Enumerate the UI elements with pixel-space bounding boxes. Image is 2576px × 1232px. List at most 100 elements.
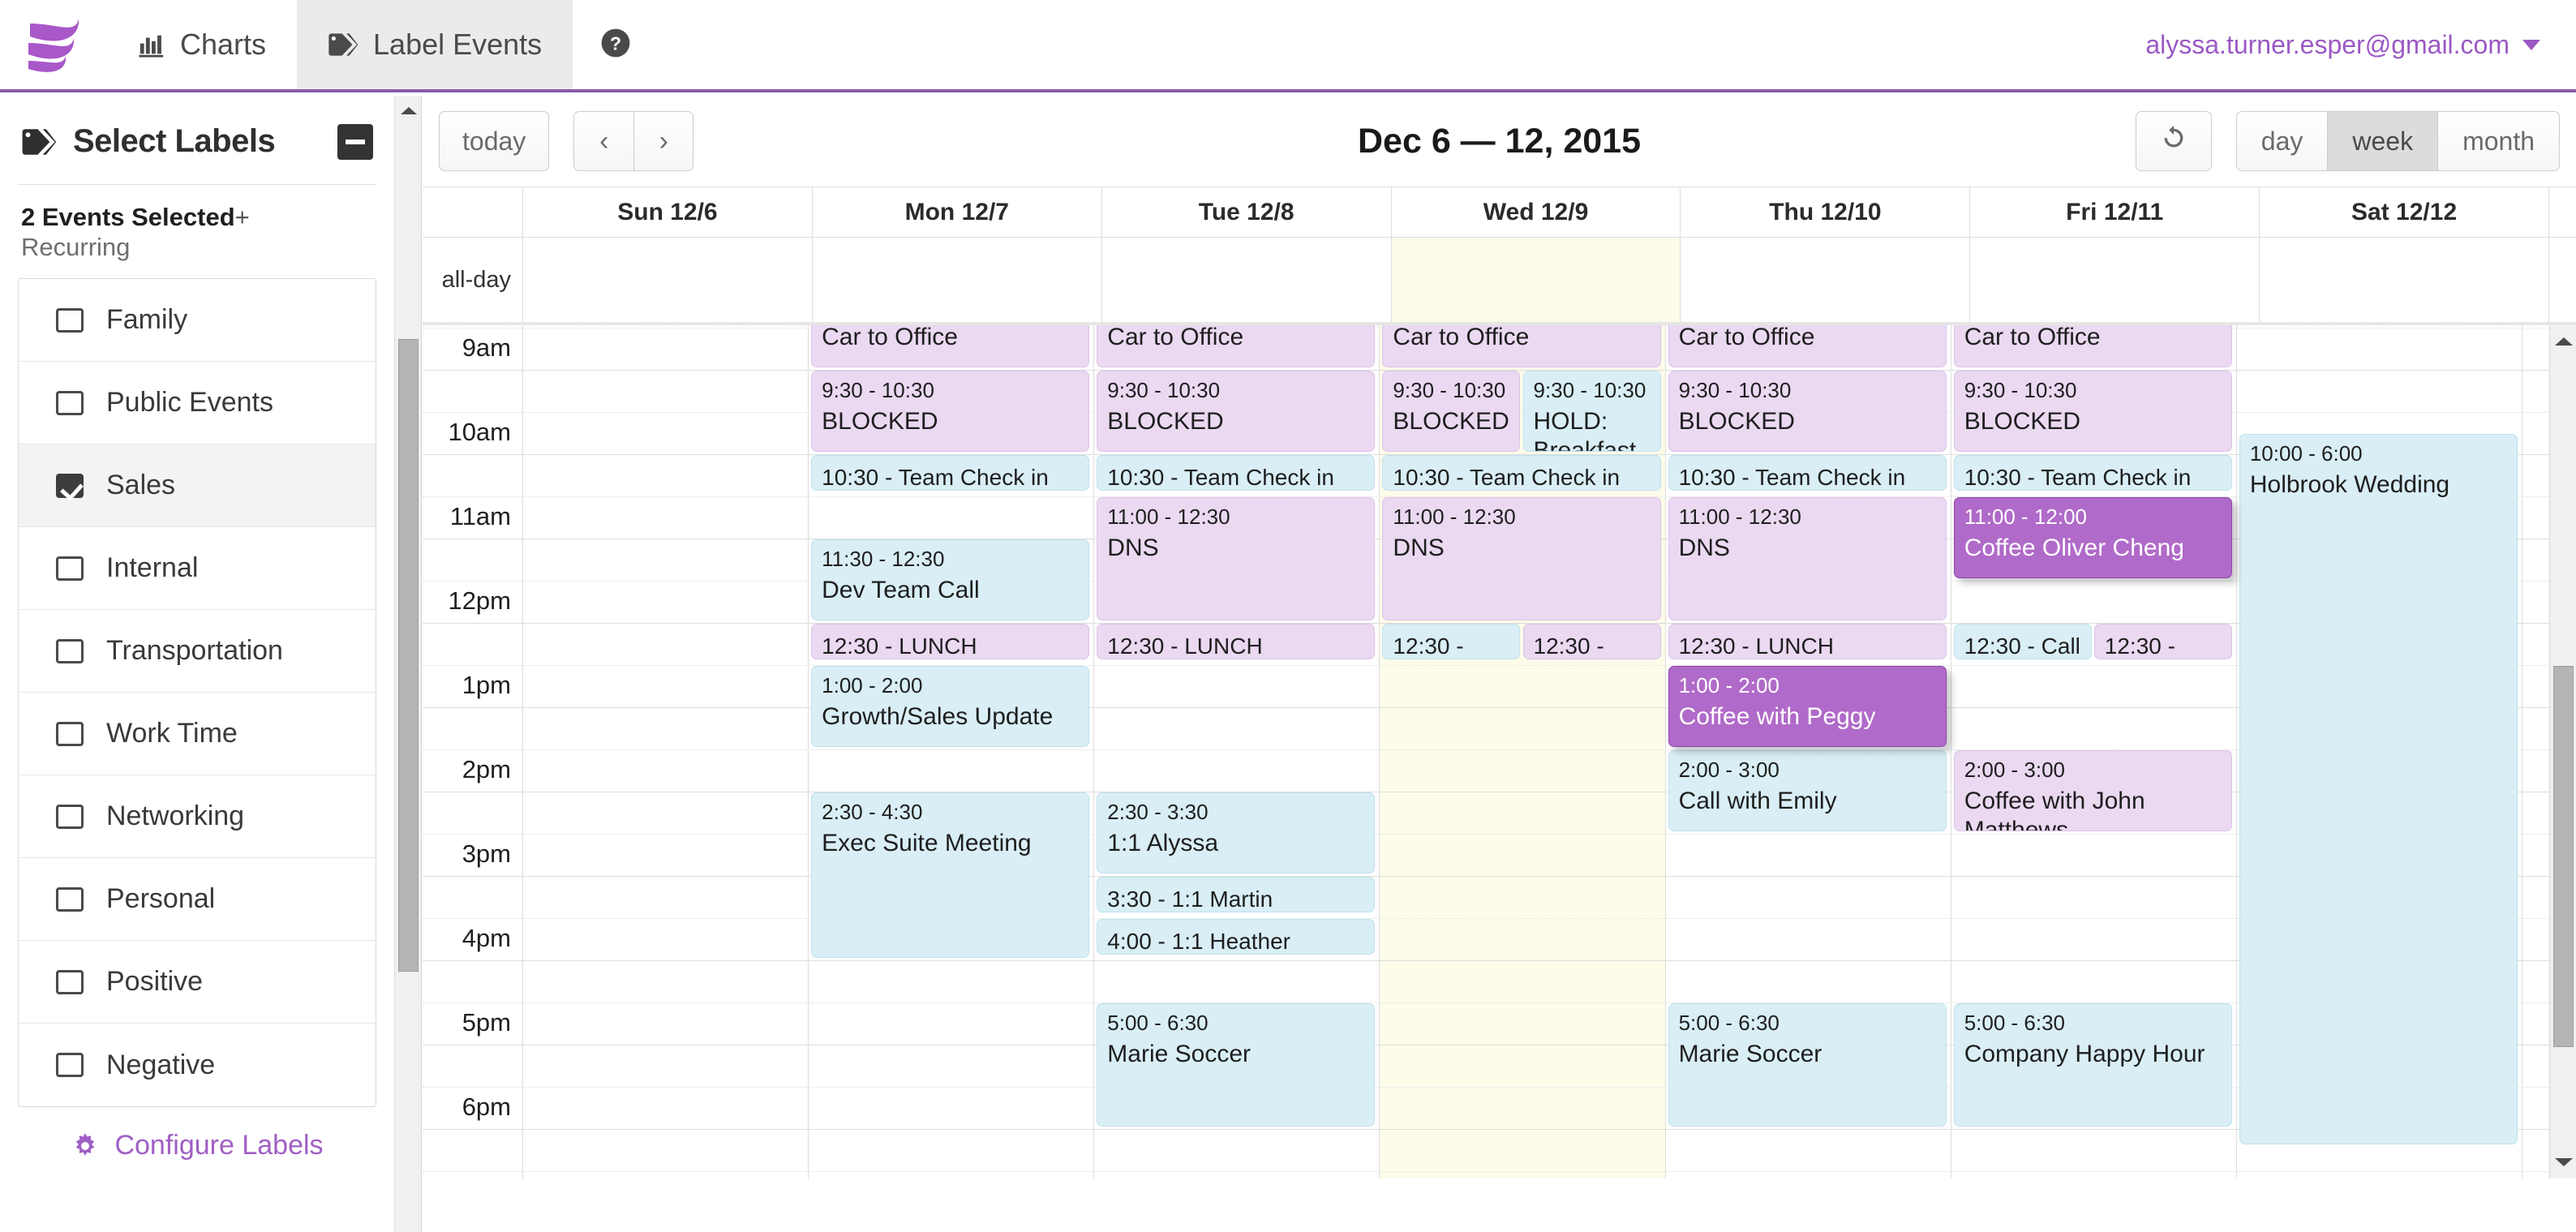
calendar-event[interactable]: 8:30 - 9:30Car to Office: [811, 325, 1090, 367]
time-slot-cell[interactable]: [1951, 877, 2237, 918]
scroll-down-icon[interactable]: [2550, 1146, 2576, 1178]
time-slot-cell[interactable]: [809, 1003, 1095, 1045]
calendar-scrollbar[interactable]: [2549, 325, 2576, 1178]
time-slot-cell[interactable]: [1094, 624, 1380, 665]
time-slot-cell[interactable]: [1951, 835, 2237, 876]
time-slot-cell[interactable]: [523, 539, 809, 581]
time-slot-cell[interactable]: [1380, 708, 1666, 749]
time-slot-cell[interactable]: [523, 624, 809, 665]
time-slot-cell[interactable]: [2237, 792, 2522, 834]
label-row-internal[interactable]: Internal: [19, 527, 376, 611]
time-slot-cell[interactable]: [1094, 325, 1380, 328]
label-row-positive[interactable]: Positive: [19, 941, 376, 1024]
tab-label-events[interactable]: Label Events: [297, 0, 573, 89]
time-slot-cell[interactable]: [809, 582, 1095, 623]
calendar-event[interactable]: 2:30 - 3:30 1:1 Alyssa: [1097, 792, 1376, 874]
time-slot-cell[interactable]: [809, 961, 1095, 1002]
calendar-event[interactable]: 10:30 - Team Check in: [1668, 455, 1947, 491]
time-slot-cell[interactable]: [1951, 1088, 2237, 1129]
time-slot-cell[interactable]: [809, 624, 1095, 665]
time-slot-cell[interactable]: [809, 666, 1095, 707]
time-slot-cell[interactable]: [809, 1045, 1095, 1087]
time-slot-cell[interactable]: [1094, 539, 1380, 581]
time-slot-cell[interactable]: [1666, 792, 1951, 834]
account-menu[interactable]: alyssa.turner.esper@gmail.com: [2145, 0, 2576, 89]
time-slot-cell[interactable]: [1951, 539, 2237, 581]
time-slot-cell[interactable]: [1951, 325, 2237, 328]
all-day-cell-sun[interactable]: [523, 238, 813, 322]
time-slot-cell[interactable]: [1951, 582, 2237, 623]
time-slot-cell[interactable]: [1951, 1172, 2237, 1178]
time-slot-cell[interactable]: [1666, 455, 1951, 496]
time-slot-cell[interactable]: [1380, 666, 1666, 707]
calendar-event[interactable]: 11:30 - 12:30 Dev Team Call: [811, 539, 1090, 620]
calendar-event[interactable]: 12:30 - LUNCH: [2093, 624, 2232, 659]
time-slot-cell[interactable]: [1666, 1003, 1951, 1045]
time-slot-cell[interactable]: [809, 708, 1095, 749]
time-slot-cell[interactable]: [1666, 539, 1951, 581]
day-header-sat[interactable]: Sat 12/12: [2260, 187, 2550, 237]
time-slot-cell[interactable]: [523, 413, 809, 454]
checkbox-positive[interactable]: [56, 969, 84, 994]
time-slot-cell[interactable]: [1666, 1172, 1951, 1178]
checkbox-transportation[interactable]: [56, 638, 84, 663]
calendar-event[interactable]: 8:30 - 9:30Car to Office: [1097, 325, 1376, 367]
calendar-event[interactable]: 9:30 - 10:30 BLOCKED: [1668, 371, 1947, 452]
time-slot-cell[interactable]: [1666, 1088, 1951, 1129]
scroll-up-icon[interactable]: [395, 96, 422, 125]
day-header-sun[interactable]: Sun 12/6: [523, 187, 813, 237]
all-day-cell-fri[interactable]: [1970, 238, 2260, 322]
time-slot-cell[interactable]: [1666, 582, 1951, 623]
time-slot-cell[interactable]: [523, 497, 809, 539]
time-slot-cell[interactable]: [1951, 1130, 2237, 1171]
time-slot-cell[interactable]: [809, 1172, 1095, 1178]
label-row-work-time[interactable]: Work Time: [19, 693, 376, 776]
time-slot-cell[interactable]: [1666, 666, 1951, 707]
time-slot-cell[interactable]: [2237, 835, 2522, 876]
calendar-event[interactable]: 5:00 - 6:30 Company Happy Hour: [1953, 1003, 2232, 1127]
time-slot-cell[interactable]: [1094, 666, 1380, 707]
time-slot-cell[interactable]: [1951, 371, 2237, 412]
calendar-event[interactable]: 9:30 - 10:30 BLOCKED: [811, 371, 1090, 452]
time-slot-cell[interactable]: [1666, 325, 1951, 328]
time-slot-cell[interactable]: [523, 750, 809, 792]
calendar-event[interactable]: 12:30 - LUNCH: [1668, 624, 1947, 659]
time-slot-cell[interactable]: [2237, 539, 2522, 581]
checkbox-public-events[interactable]: [56, 390, 84, 415]
time-slot-cell[interactable]: [1094, 328, 1380, 370]
time-slot-cell[interactable]: [523, 835, 809, 876]
time-slot-cell[interactable]: [809, 539, 1095, 581]
time-slot-cell[interactable]: [523, 877, 809, 918]
calendar-event[interactable]: 12:30 - HOLD: [1382, 624, 1521, 659]
sidebar-scrollbar-thumb[interactable]: [398, 339, 419, 972]
add-selection-button[interactable]: +: [234, 203, 250, 231]
calendar-event[interactable]: 9:30 - 10:30 BLOCKED: [1382, 371, 1521, 452]
time-slot-cell[interactable]: [1951, 792, 2237, 834]
time-slot-cell[interactable]: [809, 413, 1095, 454]
checkbox-work-time[interactable]: [56, 721, 84, 746]
time-slot-cell[interactable]: [1094, 497, 1380, 539]
time-slot-cell[interactable]: [1094, 582, 1380, 623]
minimize-icon[interactable]: [337, 123, 373, 160]
time-slot-cell[interactable]: [2237, 961, 2522, 1002]
time-slot-cell[interactable]: [809, 455, 1095, 496]
time-slot-cell[interactable]: [809, 1088, 1095, 1129]
time-slot-cell[interactable]: [2237, 750, 2522, 792]
day-header-wed[interactable]: Wed 12/9: [1392, 187, 1681, 237]
calendar-event[interactable]: 5:00 - 6:30 Marie Soccer: [1097, 1003, 1376, 1127]
time-slot-cell[interactable]: [2237, 413, 2522, 454]
calendar-event[interactable]: 12:30 - LUNCH: [1522, 624, 1661, 659]
all-day-cell-mon[interactable]: [813, 238, 1102, 322]
time-slot-cell[interactable]: [1666, 835, 1951, 876]
configure-labels-button[interactable]: Configure Labels: [18, 1107, 376, 1176]
refresh-button[interactable]: [2135, 111, 2212, 171]
time-slot-cell[interactable]: [523, 325, 809, 328]
day-header-mon[interactable]: Mon 12/7: [813, 187, 1102, 237]
time-slot-cell[interactable]: [523, 582, 809, 623]
time-slot-cell[interactable]: [2237, 666, 2522, 707]
next-week-button[interactable]: ›: [633, 111, 694, 171]
time-slot-cell[interactable]: [809, 877, 1095, 918]
time-slot-cell[interactable]: [1380, 1172, 1666, 1178]
all-day-cell-tue[interactable]: [1102, 238, 1392, 322]
calendar-event[interactable]: 1:00 - 2:00 Growth/Sales Update: [811, 666, 1090, 747]
